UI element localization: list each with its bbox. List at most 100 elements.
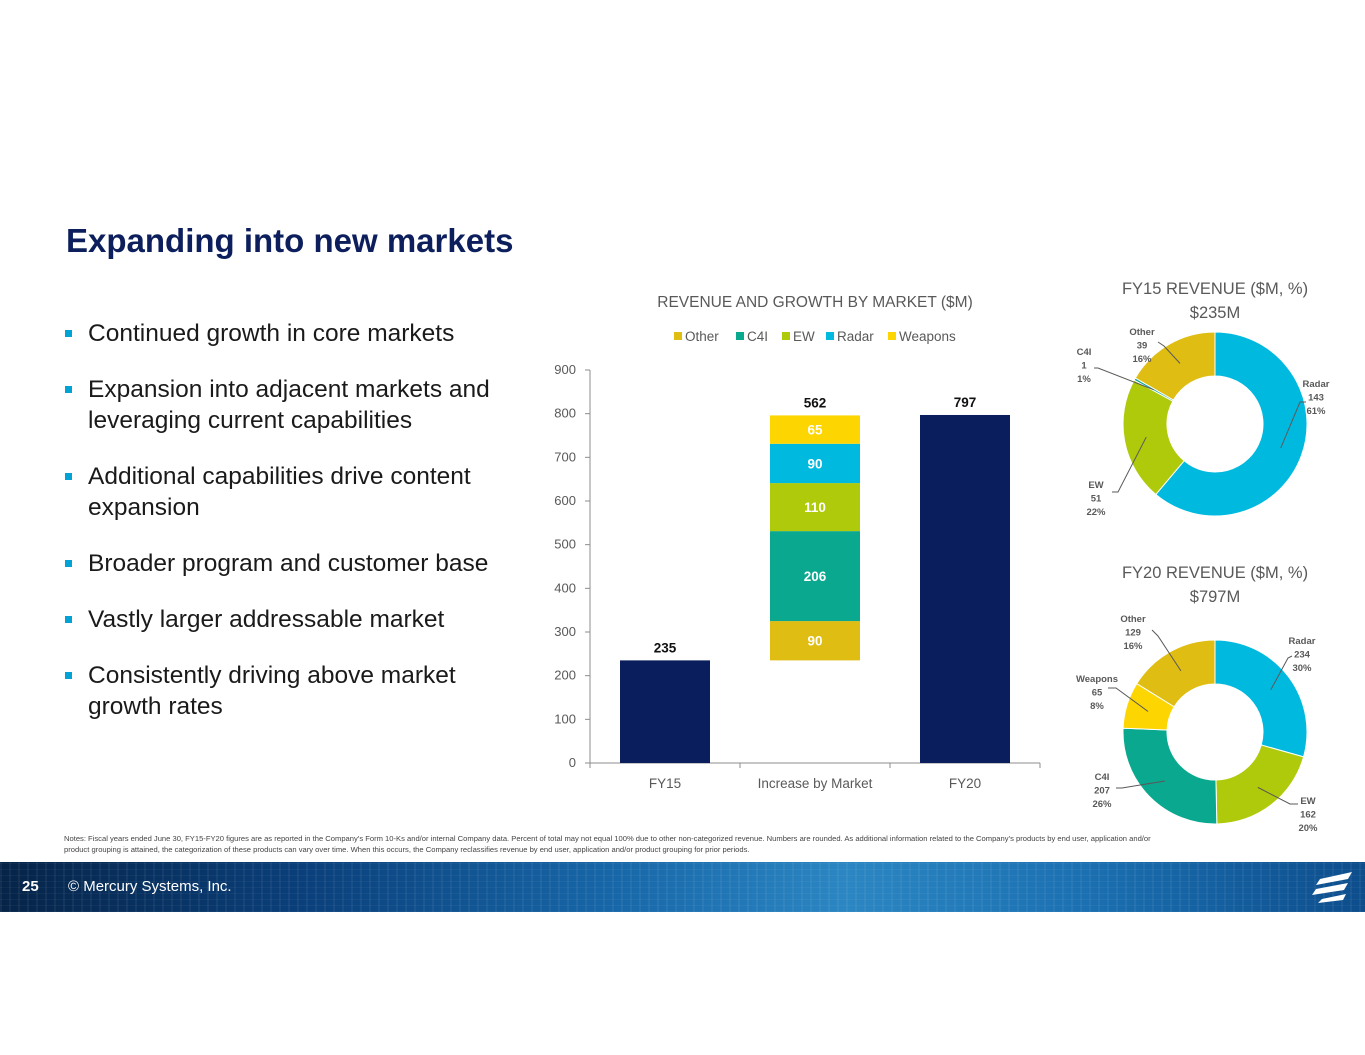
donut-label-line: 207 bbox=[1094, 786, 1110, 797]
legend-label-ew: EW bbox=[793, 329, 815, 344]
bar-segment-c4i bbox=[770, 531, 860, 622]
donut-leader-line bbox=[1257, 786, 1298, 805]
y-tick-label: 800 bbox=[554, 406, 576, 421]
bullet-square-icon bbox=[65, 473, 72, 480]
donut-label-line: Other bbox=[1129, 327, 1155, 338]
legend-swatch-c4i bbox=[736, 332, 744, 340]
footer-texture bbox=[0, 862, 1365, 912]
copyright-text: © Mercury Systems, Inc. bbox=[68, 878, 232, 895]
donut-leader-line bbox=[1157, 341, 1181, 364]
donut-leader-line bbox=[1116, 780, 1166, 789]
bullet-text: Additional capabilities drive content ex… bbox=[88, 463, 471, 521]
donut-label-line: Radar bbox=[1289, 636, 1316, 647]
bar-segment-other bbox=[770, 621, 860, 661]
donut-label-ew: EW 51 22% bbox=[1086, 480, 1106, 518]
legend-swatch-ew bbox=[782, 332, 790, 340]
fy15-revenue-donut: FY15 REVENUE ($M, %) $235M Radar 143 61% EW 51… bbox=[1077, 280, 1330, 518]
donut-label-line: 26% bbox=[1092, 799, 1112, 810]
y-tick-label: 600 bbox=[554, 493, 576, 508]
bullet-item: Continued growth in core markets bbox=[64, 318, 534, 349]
bullet-item: Consistently driving above market growth… bbox=[64, 660, 534, 722]
segment-label-ew: 110 bbox=[804, 500, 826, 515]
page-number: 25 bbox=[22, 878, 39, 895]
segment-label-weapons: 65 bbox=[807, 423, 823, 438]
donut-label-line: Radar bbox=[1303, 379, 1330, 390]
data-label-fy20: 797 bbox=[954, 395, 977, 410]
y-tick-label: 200 bbox=[554, 668, 576, 683]
segment-label-other: 90 bbox=[807, 634, 822, 649]
legend-label-radar: Radar bbox=[837, 329, 874, 344]
donut-label-line: 16% bbox=[1123, 641, 1143, 652]
footnote: Notes: Fiscal years ended June 30, FY15-… bbox=[64, 834, 1151, 854]
bullet-square-icon bbox=[65, 672, 72, 679]
donut-label-line: 39 bbox=[1137, 341, 1148, 352]
bullet-item: Vastly larger addressable market bbox=[64, 604, 534, 635]
donut-label-line: C4I bbox=[1077, 347, 1092, 358]
donut-label-other: Other 129 16% bbox=[1120, 614, 1146, 652]
bullet-square-icon bbox=[65, 330, 72, 337]
bullet-text: Broader program and customer base bbox=[88, 550, 489, 577]
donut-label-line: 20% bbox=[1298, 823, 1318, 834]
legend-label-other: Other bbox=[685, 329, 719, 344]
donut-label-line: 30% bbox=[1292, 663, 1312, 674]
legend-label-c4i: C4I bbox=[747, 329, 768, 344]
bar-segment-radar bbox=[770, 443, 860, 484]
bar-segment-ew bbox=[770, 483, 860, 532]
bullet-item: Broader program and customer base bbox=[64, 548, 534, 579]
bullet-text: Vastly larger addressable market bbox=[88, 606, 445, 633]
donut-label-line: 8% bbox=[1090, 701, 1104, 712]
donut-label-line: Other bbox=[1120, 614, 1146, 625]
y-tick-label: 400 bbox=[554, 580, 576, 595]
data-label-fy15: 235 bbox=[654, 640, 677, 655]
y-tick-label: 900 bbox=[554, 362, 576, 377]
donut-slice-ew bbox=[1215, 744, 1305, 825]
donut-label-line: 51 bbox=[1091, 494, 1102, 505]
donut-label-ew: EW 162 20% bbox=[1298, 796, 1318, 834]
donut-label-c4i: C4I 207 26% bbox=[1092, 772, 1112, 810]
y-tick-label: 700 bbox=[554, 449, 576, 464]
donut-slice-c4i bbox=[1122, 727, 1218, 825]
bullet-text: Continued growth in core markets bbox=[88, 320, 455, 347]
donut-label-other: Other 39 16% bbox=[1129, 327, 1155, 365]
donut-total: $797M bbox=[1190, 588, 1240, 606]
revenue-growth-chart: REVENUE AND GROWTH BY MARKET ($M) Other C4… bbox=[554, 294, 1041, 791]
y-tick-label: 100 bbox=[554, 711, 576, 726]
donut-label-weapons: Weapons 65 8% bbox=[1076, 674, 1118, 712]
donut-leader-line bbox=[1094, 367, 1155, 391]
donut-label-radar: Radar 143 61% bbox=[1303, 379, 1330, 417]
donut-slice-radar bbox=[1155, 331, 1308, 517]
bullet-square-icon bbox=[65, 560, 72, 567]
donut-label-line: 129 bbox=[1125, 628, 1141, 639]
donut-label-line: 1 bbox=[1081, 361, 1087, 372]
segment-label-c4i: 206 bbox=[804, 569, 827, 584]
bullet-item: Expansion into adjacent markets and leve… bbox=[64, 374, 534, 436]
donut-leader-line bbox=[1270, 655, 1293, 690]
bullet-square-icon bbox=[65, 616, 72, 623]
x-tick-label: FY20 bbox=[949, 776, 981, 791]
company-logo-icon bbox=[1312, 872, 1352, 903]
y-tick-label: 300 bbox=[554, 624, 576, 639]
donut-label-line: 61% bbox=[1306, 406, 1326, 417]
bullet-list: Continued growth in core markets Expansi… bbox=[64, 318, 534, 747]
donut-label-line: EW bbox=[1300, 796, 1315, 807]
bar-fy15 bbox=[620, 660, 710, 763]
donut-label-line: 16% bbox=[1132, 354, 1152, 365]
legend-swatch-radar bbox=[826, 332, 834, 340]
donut-leader-line bbox=[1112, 436, 1147, 493]
donut-leader-line bbox=[1151, 629, 1182, 672]
y-tick-label: 500 bbox=[554, 537, 576, 552]
donut-slice-other bbox=[1134, 331, 1216, 401]
donut-label-line: EW bbox=[1088, 480, 1103, 491]
bullet-text: Expansion into adjacent markets and leve… bbox=[88, 376, 490, 434]
donut-label-line: Weapons bbox=[1076, 674, 1118, 685]
donut-label-line: 234 bbox=[1294, 650, 1311, 661]
donut-label-line: 22% bbox=[1086, 507, 1106, 518]
slide-title: Expanding into new markets bbox=[66, 222, 514, 259]
donut-label-c4i: C4I 1 1% bbox=[1077, 347, 1092, 385]
legend-label-weapons: Weapons bbox=[899, 329, 956, 344]
chart-title: REVENUE AND GROWTH BY MARKET ($M) bbox=[657, 294, 973, 311]
donut-slice-radar bbox=[1214, 639, 1308, 758]
legend-swatch-other bbox=[674, 332, 682, 340]
donut-label-line: 143 bbox=[1308, 393, 1324, 404]
legend-swatch-weapons bbox=[888, 332, 896, 340]
